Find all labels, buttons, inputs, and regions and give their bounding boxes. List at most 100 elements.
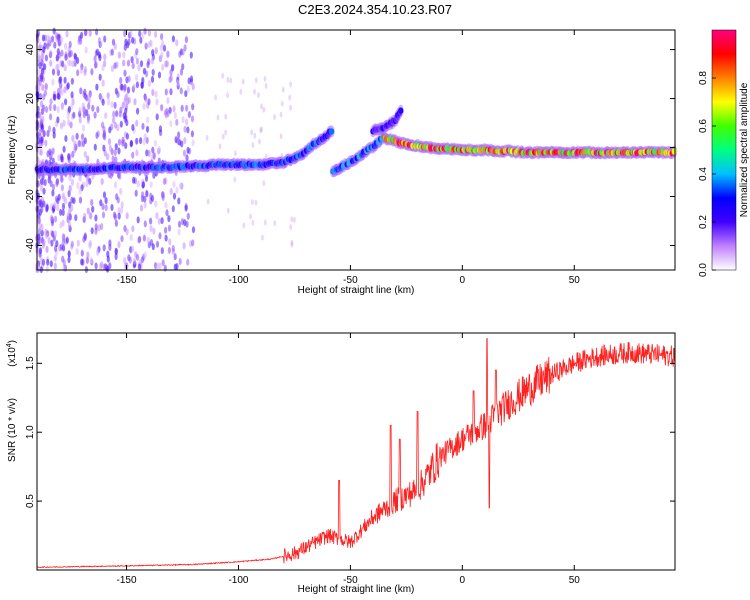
noise-speck (99, 199, 103, 207)
noise-speck (157, 146, 161, 154)
noise-speck (206, 198, 210, 205)
noise-speck (37, 265, 41, 273)
noise-speck (147, 149, 151, 157)
noise-speck (177, 228, 181, 236)
noise-speck (45, 265, 49, 273)
noise-speck (279, 111, 283, 118)
noise-speck (43, 63, 47, 71)
noise-speck (46, 34, 50, 42)
noise-speck (117, 138, 122, 146)
noise-speck (174, 136, 178, 144)
noise-speck (71, 134, 75, 142)
noise-speck (151, 89, 155, 96)
noise-speck (81, 124, 85, 132)
noise-speck (37, 68, 41, 76)
noise-speck (57, 193, 61, 201)
noise-speck (77, 140, 81, 147)
noise-speck (127, 254, 131, 262)
noise-speck (37, 228, 42, 236)
noise-speck (264, 153, 268, 160)
noise-speck (161, 63, 165, 71)
noise-speck (184, 90, 188, 98)
x-tick-label: 50 (569, 575, 581, 586)
noise-speck (53, 262, 57, 270)
noise-speck (86, 207, 90, 215)
noise-speck (61, 202, 66, 210)
noise-speck (139, 204, 144, 212)
noise-speck (183, 125, 187, 133)
noise-speck (205, 134, 209, 141)
noise-speck (101, 79, 105, 87)
noise-speck (93, 61, 98, 69)
noise-speck (104, 112, 108, 120)
noise-speck (189, 75, 194, 83)
noise-speck (131, 36, 135, 44)
noise-speck (181, 116, 185, 124)
noise-speck (114, 181, 118, 189)
noise-speck (260, 103, 263, 110)
noise-speck (101, 64, 105, 72)
noise-speck (144, 42, 148, 50)
noise-speck (61, 233, 65, 241)
noise-speck (221, 133, 225, 140)
noise-speck (164, 60, 168, 68)
noise-speck (179, 182, 183, 190)
noise-speck (163, 264, 167, 272)
noise-speck (166, 50, 170, 58)
noise-speck (177, 137, 181, 144)
noise-speck (68, 174, 72, 182)
noise-speck (106, 92, 110, 100)
noise-speck (59, 221, 63, 229)
noise-speck (78, 187, 82, 195)
noise-speck (51, 78, 55, 86)
noise-speck (260, 126, 263, 133)
noise-speck (98, 54, 102, 62)
noise-speck (107, 138, 112, 146)
noise-speck (49, 260, 53, 268)
noise-speck (161, 259, 165, 267)
noise-speck (88, 91, 92, 99)
noise-speck (241, 78, 245, 85)
noise-speck (135, 81, 139, 89)
noise-speck (119, 120, 123, 128)
noise-speck (87, 102, 91, 110)
noise-speck (86, 251, 90, 259)
noise-speck (64, 53, 68, 61)
x-tick-label: 0 (460, 575, 466, 586)
noise-speck (63, 64, 67, 72)
noise-speck (132, 257, 137, 265)
noise-speck (43, 179, 47, 186)
noise-speck (129, 139, 134, 147)
snr-scale-exponent: 4 (6, 343, 13, 347)
noise-speck (189, 51, 193, 59)
noise-speck (104, 204, 108, 212)
noise-speck (60, 49, 64, 57)
noise-speck (39, 148, 43, 156)
x-tick-label: 50 (569, 275, 581, 286)
noise-speck (60, 155, 64, 163)
noise-speck (251, 142, 255, 148)
noise-speck (53, 93, 57, 101)
noise-speck (147, 29, 151, 37)
noise-speck (106, 153, 110, 161)
noise-speck (104, 197, 108, 205)
spectrogram-ridges (34, 104, 678, 178)
noise-speck (145, 149, 149, 157)
noise-speck (117, 51, 121, 59)
noise-speck (78, 116, 82, 124)
noise-speck (48, 104, 52, 112)
noise-speck (150, 75, 155, 83)
noise-speck (112, 116, 116, 124)
noise-speck (123, 30, 127, 38)
noise-speck (62, 259, 66, 267)
noise-speck (134, 189, 138, 197)
noise-speck (70, 204, 74, 212)
noise-speck (44, 54, 49, 62)
noise-speck (169, 88, 173, 96)
snr-y-axis-label: SNR (10 * v/v) (7, 398, 18, 462)
noise-speck (143, 27, 147, 35)
noise-speck (143, 251, 147, 259)
noise-speck (164, 201, 168, 209)
noise-speck (48, 148, 52, 156)
